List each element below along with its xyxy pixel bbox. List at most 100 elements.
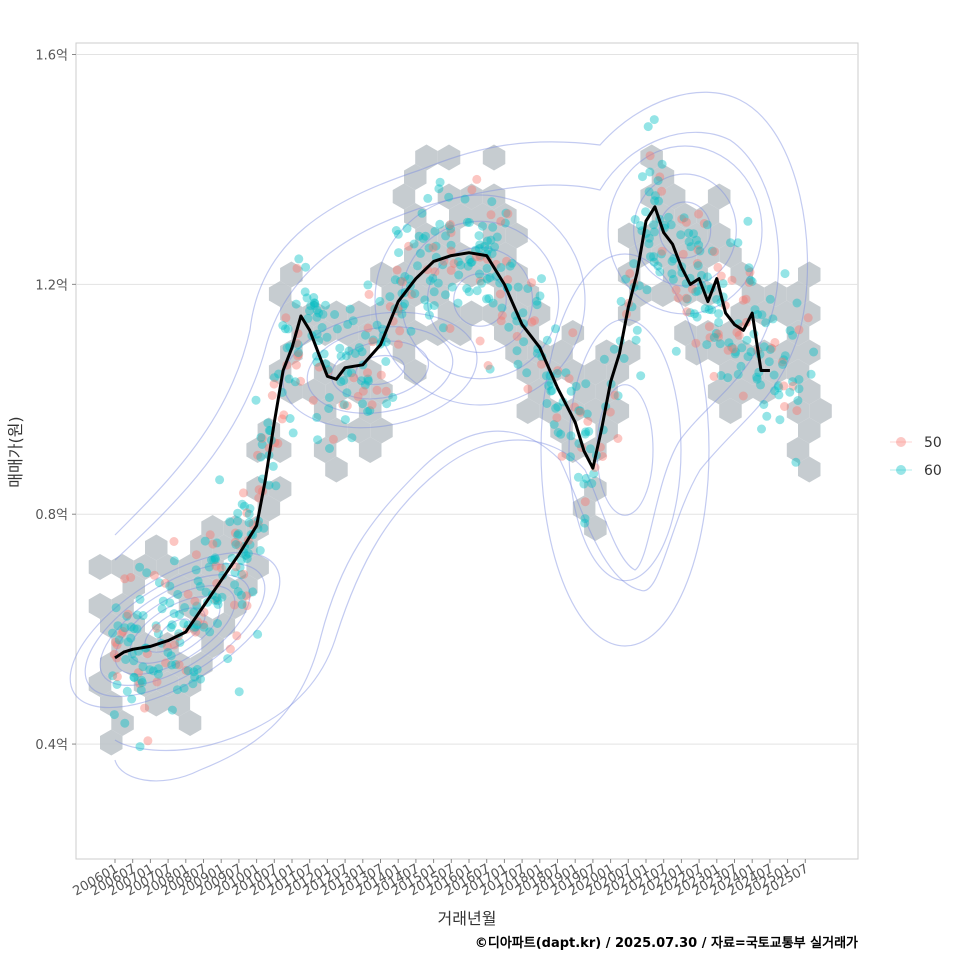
hexbin-cell-52 bbox=[268, 281, 292, 307]
point-50-198 bbox=[269, 379, 279, 389]
hexbin-cell-27 bbox=[685, 222, 708, 249]
point-60-564 bbox=[718, 279, 728, 288]
hexbin-cell-44 bbox=[460, 261, 483, 288]
point-60-342 bbox=[774, 383, 784, 393]
hexbin-cell-166 bbox=[572, 495, 596, 522]
point-60-732 bbox=[322, 332, 332, 342]
point-60-525 bbox=[233, 508, 243, 518]
point-60-279 bbox=[519, 337, 529, 347]
point-50-234 bbox=[430, 267, 440, 277]
point-60-43 bbox=[111, 603, 121, 613]
point-60-330 bbox=[571, 381, 581, 391]
point-60-59 bbox=[108, 671, 118, 681]
hexbin-cell-113 bbox=[358, 359, 382, 385]
point-60-57 bbox=[360, 380, 370, 390]
point-60-544 bbox=[348, 316, 358, 326]
point-60-337 bbox=[649, 257, 659, 267]
point-60-256 bbox=[166, 623, 176, 632]
hexbin-cell-38 bbox=[719, 242, 742, 268]
point-50-505 bbox=[503, 275, 513, 285]
point-50-208 bbox=[328, 434, 338, 444]
point-60-65 bbox=[682, 294, 692, 304]
point-50-521 bbox=[308, 395, 318, 405]
point-60-466 bbox=[657, 159, 667, 169]
hexbin-cell-132 bbox=[707, 378, 731, 405]
point-60-514 bbox=[188, 679, 198, 689]
point-60-491 bbox=[288, 428, 298, 438]
point-60-720 bbox=[759, 342, 769, 352]
point-60-219 bbox=[547, 386, 557, 396]
point-50-629 bbox=[716, 271, 726, 281]
point-60-213 bbox=[126, 633, 136, 643]
point-60-619 bbox=[702, 220, 712, 230]
point-50-569 bbox=[803, 313, 813, 323]
point-50-158 bbox=[709, 247, 719, 257]
point-60-301 bbox=[778, 360, 788, 369]
hexbin-cell-40 bbox=[370, 261, 393, 288]
point-60-428 bbox=[724, 338, 734, 348]
point-60-377 bbox=[127, 694, 137, 704]
point-60-598 bbox=[685, 308, 695, 318]
point-60-33 bbox=[213, 596, 223, 606]
point-60-480 bbox=[650, 196, 660, 206]
point-50-148 bbox=[191, 550, 201, 560]
point-60-476 bbox=[357, 347, 367, 357]
density-contour-14 bbox=[374, 194, 586, 406]
point-60-217 bbox=[737, 343, 747, 353]
point-60-724 bbox=[120, 623, 130, 633]
point-60-375 bbox=[167, 705, 177, 715]
point-60-361 bbox=[196, 674, 205, 684]
point-50-742 bbox=[397, 277, 407, 287]
point-50-157 bbox=[376, 370, 386, 380]
point-60-238 bbox=[217, 592, 227, 602]
hexbin-cell-102 bbox=[595, 339, 618, 366]
legend-key-60 bbox=[896, 465, 906, 475]
point-60-479 bbox=[743, 352, 753, 362]
point-60-305 bbox=[752, 372, 762, 382]
point-60-707 bbox=[305, 306, 314, 316]
point-60-719 bbox=[285, 414, 295, 423]
point-50-435 bbox=[181, 665, 191, 675]
point-60-710 bbox=[294, 254, 304, 264]
point-60-591 bbox=[644, 233, 654, 243]
point-60-134 bbox=[707, 246, 717, 256]
point-60-744 bbox=[490, 242, 500, 252]
point-50-13 bbox=[678, 249, 688, 259]
point-50-594 bbox=[445, 220, 455, 229]
point-60-501 bbox=[765, 345, 775, 354]
hexbin-cell-72 bbox=[460, 300, 483, 327]
point-60-680 bbox=[638, 172, 647, 182]
point-60-168 bbox=[532, 300, 542, 310]
hexbin-cell-101 bbox=[550, 339, 573, 366]
density-contour-16 bbox=[633, 173, 737, 287]
hexbin-cell-160 bbox=[325, 456, 348, 483]
point-60-568 bbox=[429, 287, 439, 297]
point-50-12 bbox=[338, 400, 348, 410]
point-50-199 bbox=[393, 339, 403, 349]
point-60-204 bbox=[243, 548, 253, 558]
hexbin-cell-203 bbox=[190, 651, 213, 678]
point-50-335 bbox=[281, 313, 291, 323]
point-60-110 bbox=[679, 213, 689, 223]
hexbin-cell-55 bbox=[426, 281, 449, 307]
point-50-343 bbox=[694, 209, 704, 219]
point-50-593 bbox=[713, 329, 723, 339]
hexbin-cell-212 bbox=[178, 710, 202, 736]
point-50-396 bbox=[230, 537, 240, 547]
point-50-611 bbox=[123, 609, 133, 619]
point-60-273 bbox=[413, 261, 422, 271]
point-60-89 bbox=[248, 587, 258, 597]
hexbin-cell-65 bbox=[280, 300, 303, 327]
point-60-422 bbox=[522, 368, 532, 378]
hexbin-cell-106 bbox=[730, 339, 753, 366]
point-50-713 bbox=[657, 246, 667, 256]
density-contour-3 bbox=[114, 585, 236, 675]
point-60-63 bbox=[549, 420, 559, 429]
hexbin-cell-12 bbox=[707, 183, 731, 210]
point-60-463 bbox=[438, 260, 448, 270]
point-60-309 bbox=[723, 373, 733, 383]
point-60-97 bbox=[234, 687, 244, 697]
point-60-714 bbox=[702, 340, 712, 350]
point-50-635 bbox=[152, 623, 161, 633]
point-60-644 bbox=[290, 377, 300, 387]
